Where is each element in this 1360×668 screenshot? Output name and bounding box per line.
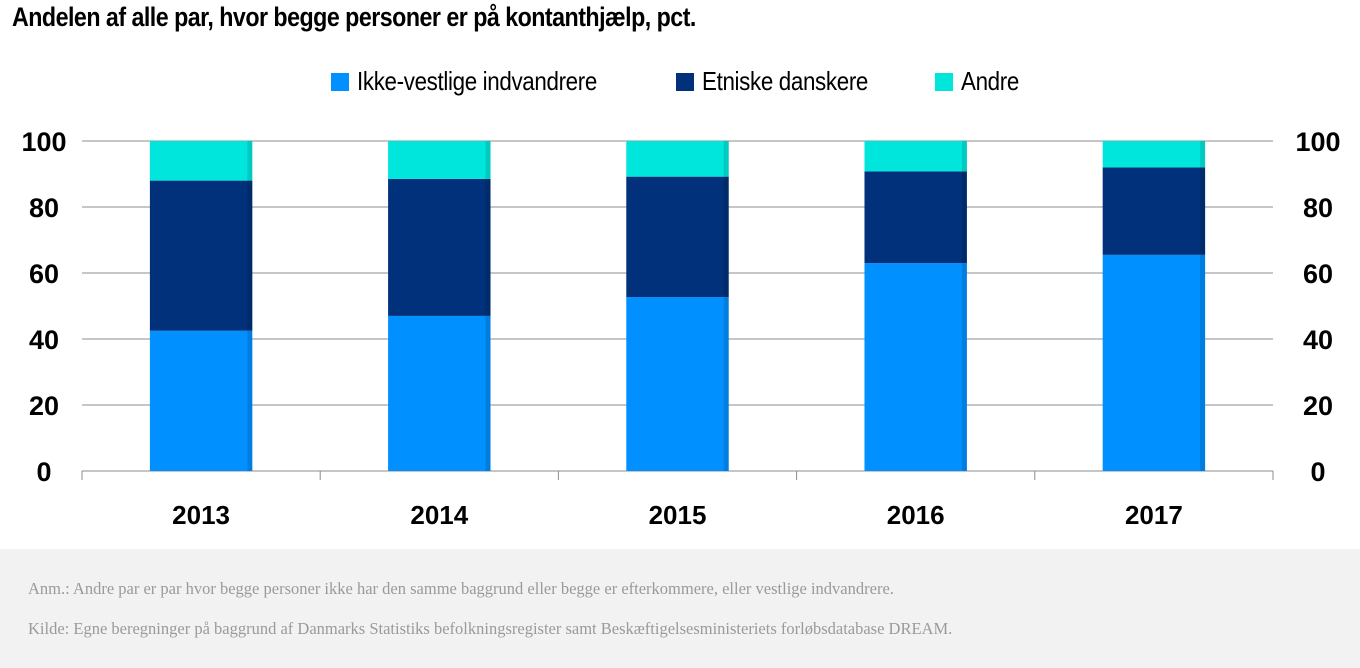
bar-segment xyxy=(626,141,729,177)
stacked-bar-chart: 0 0 20 20 40 40 60 60 80 80 100 100 2013 2014 2015 2016… xyxy=(21,127,1340,530)
legend-label-ikke-vestlige: Ikke-vestlige indvandrere xyxy=(357,66,598,96)
bar-segment xyxy=(388,315,491,471)
legend-item-ikke-vestlige: Ikke-vestlige indvandrere xyxy=(331,66,636,97)
y-tick-label-right: 60 xyxy=(1303,259,1333,289)
legend-swatch-ikke-vestlige xyxy=(331,72,350,91)
y-tick-label-right: 0 xyxy=(1310,457,1325,487)
y-tick-label-left: 20 xyxy=(29,391,59,421)
y-tick-label-left: 80 xyxy=(29,193,59,223)
footer: Anm.: Andre par er par hvor begge person… xyxy=(0,549,1360,668)
x-category-label: 2014 xyxy=(410,500,468,530)
bar-edge-shade xyxy=(247,141,253,471)
bar-segment xyxy=(388,141,491,179)
y-tick-label-right: 20 xyxy=(1303,391,1333,421)
legend-label-andre: Andre xyxy=(961,66,1020,96)
legend-swatch-andre xyxy=(935,72,954,91)
y-tick-label-left: 0 xyxy=(36,457,51,487)
bar-segment xyxy=(149,330,253,471)
y-tick-label-left: 100 xyxy=(21,127,66,157)
bar-segment xyxy=(864,263,967,471)
bar-edge-shade xyxy=(1200,141,1206,471)
bar-segment xyxy=(388,178,491,316)
chart-title: Andelen af alle par, hvor begge personer… xyxy=(12,2,696,32)
x-category-label: 2017 xyxy=(1125,500,1183,530)
legend: Ikke-vestlige indvandrere Etniske danske… xyxy=(0,66,1360,97)
bar-segment xyxy=(864,171,967,264)
bar-segment xyxy=(864,141,967,172)
bar-edge-shade xyxy=(961,141,967,471)
y-tick-label-left: 60 xyxy=(29,259,59,289)
legend-label-etniske-danskere: Etniske danskere xyxy=(702,66,869,96)
bar-edge-shade xyxy=(723,141,729,471)
bar-segment xyxy=(149,180,253,331)
y-tick-label-right: 80 xyxy=(1303,193,1333,223)
y-tick-label-left: 40 xyxy=(29,325,59,355)
bar-edge-shade xyxy=(485,141,491,471)
legend-swatch-etniske-danskere xyxy=(676,72,695,91)
y-tick-label-right: 40 xyxy=(1303,325,1333,355)
footer-source: Kilde: Egne beregninger på baggrund af D… xyxy=(28,619,953,638)
bar-segment xyxy=(1102,141,1206,168)
bar-segment xyxy=(1102,254,1206,471)
bar-segment xyxy=(149,141,253,181)
legend-item-andre: Andre xyxy=(935,66,1028,97)
legend-item-etniske-danskere: Etniske danskere xyxy=(676,66,895,97)
x-category-label: 2015 xyxy=(649,500,707,530)
x-category-label: 2013 xyxy=(172,500,230,530)
bar-segment xyxy=(626,176,729,298)
bar-segment xyxy=(1102,167,1206,255)
footer-note: Anm.: Andre par er par hvor begge person… xyxy=(28,579,894,598)
y-tick-label-right: 100 xyxy=(1295,127,1340,157)
bar-segment xyxy=(626,297,729,471)
x-category-label: 2016 xyxy=(887,500,945,530)
